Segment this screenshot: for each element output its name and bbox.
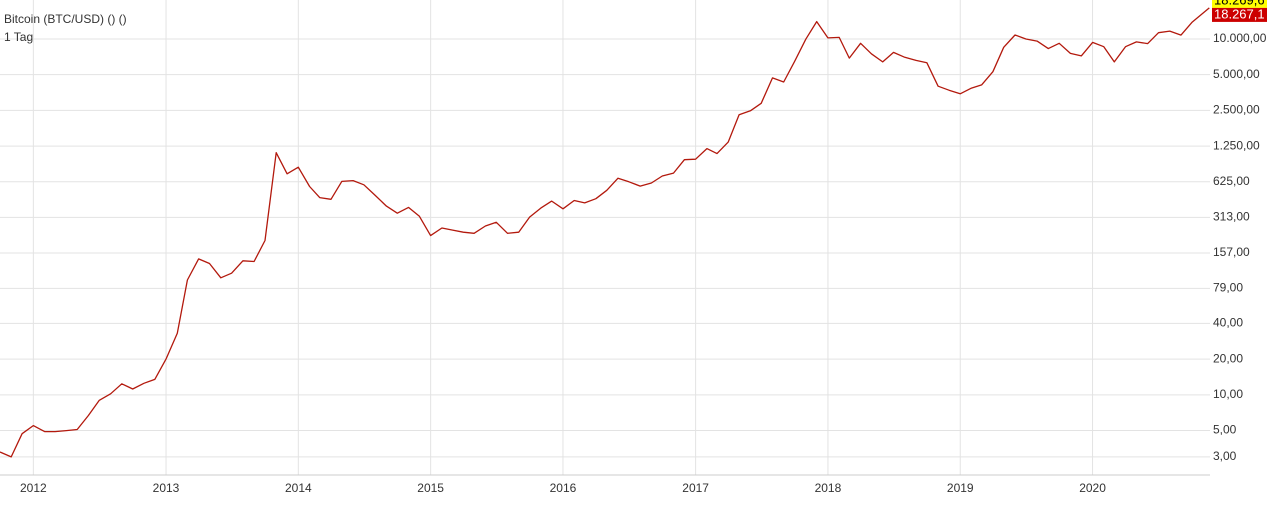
y-tick-label: 20,00 [1213,351,1243,365]
x-tick-label: 2012 [20,481,47,495]
price-label-box [1212,0,1267,8]
y-tick-label: 79,00 [1213,281,1243,295]
x-tick-label: 2020 [1079,481,1106,495]
price-label-box [1212,7,1267,22]
chart-title: Bitcoin (BTC/USD) () () [4,12,127,26]
y-tick-label: 1.250,00 [1213,138,1260,152]
price-label: 18.269,6 [1212,0,1267,8]
y-tick-label: 10.000,00 [1213,31,1267,45]
y-tick-label: 5.000,00 [1213,67,1260,81]
x-tick-label: 2017 [682,481,709,495]
x-tick-label: 2014 [285,481,312,495]
chart-subtitle: 1 Tag [4,30,33,44]
y-tick-label: 157,00 [1213,245,1250,259]
x-tick-label: 2018 [815,481,842,495]
x-tick-label: 2016 [550,481,577,495]
price-line [0,7,1210,458]
y-tick-label: 313,00 [1213,210,1250,224]
y-tick-label: 2.500,00 [1213,103,1260,117]
price-label: 18.267,1 [1212,6,1267,22]
y-tick-label: 5,00 [1213,423,1237,437]
price-label-text: 18.267,1 [1214,6,1265,21]
y-tick-label: 3,00 [1213,449,1237,463]
y-tick-label: 40,00 [1213,316,1243,330]
price-label-text: 18.269,6 [1214,0,1265,7]
x-tick-label: 2019 [947,481,974,495]
x-tick-label: 2015 [417,481,444,495]
x-tick-label: 2013 [153,481,180,495]
y-tick-label: 10,00 [1213,387,1243,401]
y-tick-label: 625,00 [1213,174,1250,188]
